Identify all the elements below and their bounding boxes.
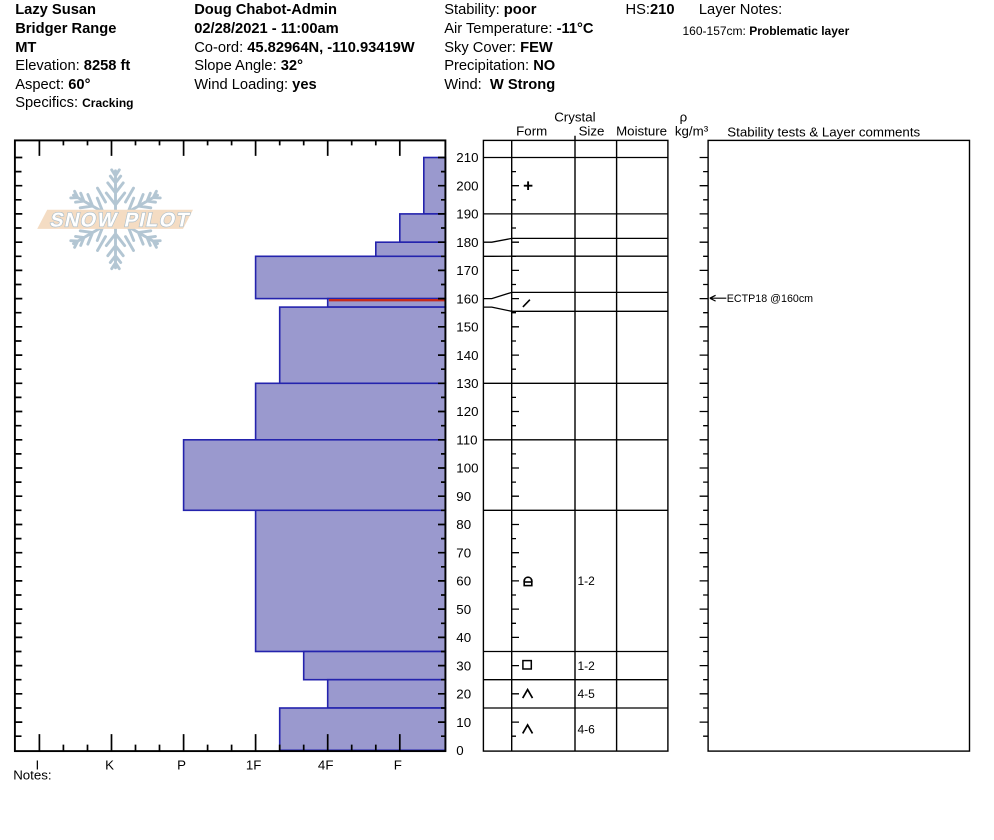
svg-text:170: 170 bbox=[456, 263, 478, 278]
svg-text:P: P bbox=[177, 758, 186, 773]
svg-text:Notes:: Notes: bbox=[13, 767, 51, 782]
svg-text:100: 100 bbox=[456, 461, 478, 476]
svg-text:Size: Size bbox=[579, 124, 605, 139]
svg-text:SNOW PILOT: SNOW PILOT bbox=[48, 209, 192, 231]
svg-text:0: 0 bbox=[456, 743, 463, 758]
svg-text:90: 90 bbox=[456, 489, 471, 504]
svg-text:40: 40 bbox=[456, 630, 471, 645]
svg-text:Form: Form bbox=[516, 124, 547, 139]
svg-text:ρ: ρ bbox=[680, 109, 688, 124]
svg-text:I: I bbox=[36, 758, 40, 773]
svg-text:50: 50 bbox=[456, 602, 471, 617]
svg-text:60: 60 bbox=[456, 574, 471, 589]
svg-text:ECTP18 @160cm: ECTP18 @160cm bbox=[727, 293, 813, 305]
svg-text:Stability tests & Layer commen: Stability tests & Layer comments bbox=[727, 124, 920, 139]
svg-text:10: 10 bbox=[456, 715, 471, 730]
svg-text:F: F bbox=[394, 758, 402, 773]
svg-text:180: 180 bbox=[456, 235, 478, 250]
svg-text:150: 150 bbox=[456, 320, 478, 335]
svg-text:120: 120 bbox=[456, 404, 478, 419]
svg-text:80: 80 bbox=[456, 517, 471, 532]
svg-text:20: 20 bbox=[456, 687, 471, 702]
svg-text:200: 200 bbox=[456, 178, 478, 193]
svg-text:4-5: 4-5 bbox=[578, 687, 596, 701]
svg-text:210: 210 bbox=[456, 150, 478, 165]
svg-text:Crystal: Crystal bbox=[554, 109, 595, 124]
svg-text:110: 110 bbox=[456, 433, 477, 448]
svg-text:160: 160 bbox=[456, 291, 478, 306]
svg-text:4F: 4F bbox=[318, 758, 334, 773]
svg-text:1F: 1F bbox=[246, 758, 262, 773]
svg-text:130: 130 bbox=[456, 376, 478, 391]
svg-text:Moisture: Moisture bbox=[616, 124, 667, 139]
svg-text:4-6: 4-6 bbox=[578, 722, 596, 736]
svg-text:1-2: 1-2 bbox=[578, 659, 596, 673]
svg-text:1-2: 1-2 bbox=[578, 574, 596, 588]
svg-text:70: 70 bbox=[456, 545, 471, 560]
svg-text:kg/m³: kg/m³ bbox=[675, 123, 709, 138]
svg-text:30: 30 bbox=[456, 658, 471, 673]
svg-text:190: 190 bbox=[456, 207, 478, 222]
svg-text:K: K bbox=[105, 758, 114, 773]
svg-text:140: 140 bbox=[456, 348, 478, 363]
